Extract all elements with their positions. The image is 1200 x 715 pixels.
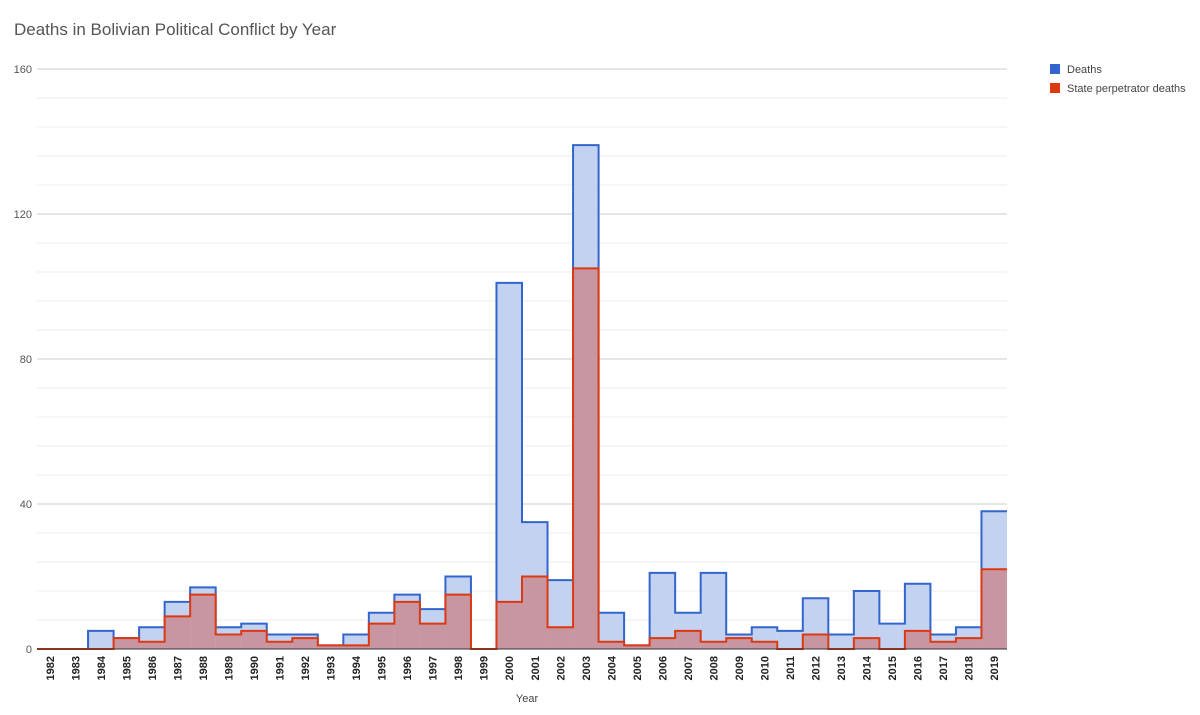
step-bar [853,638,880,649]
step-bar [751,641,778,649]
step-bar [726,638,752,649]
x-tick-label: 1997 [428,656,440,680]
step-bar [675,630,701,649]
legend-swatch [1050,64,1060,74]
step-bar [190,594,216,649]
x-tick-label: 2019 [989,656,1001,680]
x-tick-label: 2018 [964,656,976,680]
x-tick-label: 1990 [249,656,261,680]
x-tick-label: 2010 [760,656,772,680]
x-tick-label: 1992 [300,656,312,680]
step-bar [215,634,242,649]
x-tick-label: 2004 [606,655,618,680]
y-tick-label: 80 [20,354,32,366]
step-bar [904,630,931,649]
x-tick-label: 1985 [121,656,133,680]
step-bar [802,634,829,649]
chart-title: Deaths in Bolivian Political Conflict by… [14,20,337,39]
step-bar [164,616,191,649]
x-tick-label: 1991 [275,656,287,680]
step-bar [113,638,140,649]
series-state-perpetrator-deaths [37,267,1007,650]
step-bar [394,601,420,649]
step-bar [955,638,982,649]
x-tick-label: 1982 [45,656,57,680]
x-tick-label: 2001 [530,656,542,680]
step-bar [368,623,395,649]
x-tick-label: 2006 [657,656,669,680]
x-axis-title: Year [516,693,539,705]
series-layer [37,144,1007,650]
x-tick-label: 2016 [913,656,925,680]
x-tick-label: 1994 [351,655,363,680]
x-tick-label: 1987 [172,656,184,680]
x-tick-label: 2013 [836,656,848,680]
step-bar [496,282,522,649]
x-tick-label: 2005 [632,656,644,680]
step-bar [649,638,676,649]
step-bar [88,630,114,649]
step-bar [445,594,471,649]
x-tick-label: 2009 [734,656,746,680]
x-tick-label: 1996 [402,656,414,680]
legend-label: Deaths [1067,64,1102,76]
step-bar [547,627,574,649]
step-bar [317,645,344,649]
step-bar [419,623,446,649]
step-bar [700,641,727,649]
x-tick-label: 2000 [504,656,516,680]
x-tick-label: 2014 [862,655,874,680]
series-deaths [37,144,1007,650]
x-tick-label: 2015 [887,656,899,680]
x-tick-label: 2008 [708,656,720,680]
y-tick-label: 40 [20,499,32,511]
x-tick-label: 1993 [326,656,338,680]
x-tick-label: 2002 [555,656,567,680]
step-bar [522,576,548,649]
step-bar [624,645,650,649]
x-tick-label: 2003 [581,656,593,680]
x-tick-label: 1983 [70,656,82,680]
step-bar [777,630,803,649]
x-tick-label: 2007 [683,656,695,680]
step-bar [266,641,293,649]
step-bar [700,572,727,649]
step-bar [139,641,165,649]
x-tick-label: 1984 [96,655,108,680]
step-bar [930,641,956,649]
step-bar [343,645,369,649]
y-tick-label: 160 [14,64,32,76]
step-bar [241,630,267,649]
step-bar [981,569,1007,649]
x-tick-label: 1998 [453,656,465,680]
x-tick-label: 1995 [377,656,389,680]
x-tick-label: 1989 [223,656,235,680]
step-bar [292,638,318,649]
x-tick-label: 2012 [811,656,823,680]
x-tick-label: 1999 [479,656,491,680]
x-tick-label: 1988 [198,656,210,680]
step-bar [573,268,599,649]
step-bar [879,623,905,649]
y-tick-label: 120 [14,209,32,221]
y-tick-label: 0 [26,644,32,656]
step-bar [649,572,676,649]
legend-label: State perpetrator deaths [1067,83,1186,95]
step-bar [496,601,522,649]
axes: 0 40 80 120 160 1982 1983 1984 1985 1986 1987 1988 1… [14,64,1007,705]
x-tick-label: 2017 [938,656,950,680]
x-tick-label: 2011 [785,656,797,680]
legend: Deaths State perpetrator deaths [1050,64,1186,95]
x-tick-label: 1986 [147,656,159,680]
step-bar [598,641,625,649]
step-bar [828,634,854,649]
legend-swatch [1050,83,1060,93]
